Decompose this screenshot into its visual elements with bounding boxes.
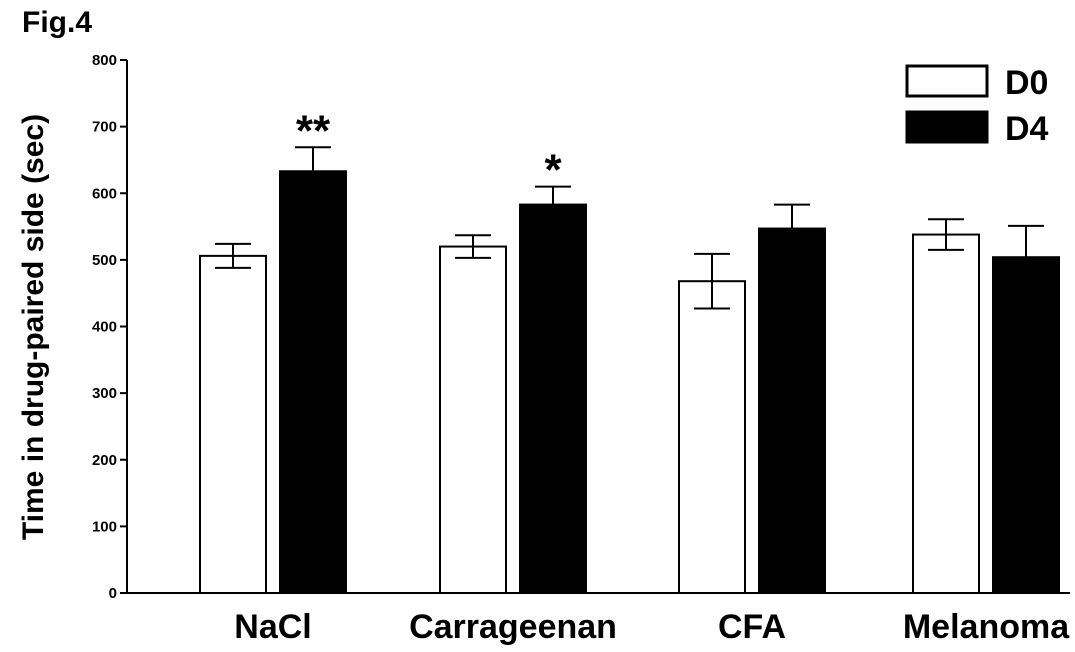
x-tick-label: Carrageenan	[409, 608, 617, 646]
bar-d0	[439, 245, 507, 595]
figure-label: Fig.4	[22, 6, 93, 39]
x-tick-label: Melanoma	[903, 608, 1070, 646]
bar-d0	[199, 254, 267, 594]
bar-d4	[279, 170, 347, 594]
legend-swatch-d0	[905, 64, 989, 98]
bar-d4	[992, 256, 1060, 594]
bar-d0	[912, 233, 980, 594]
y-tick-label: 800	[92, 52, 117, 69]
legend-label-d0: D0	[1005, 64, 1048, 102]
x-tick-label: CFA	[718, 608, 786, 646]
y-tick-label: 200	[92, 452, 117, 469]
x-tick-label: NaCl	[234, 608, 311, 646]
y-axis-label: Time in drug-paired side (sec)	[17, 114, 50, 540]
significance-marker: *	[544, 146, 562, 195]
bar-d4	[758, 227, 826, 594]
significance-marker: **	[296, 106, 331, 155]
bars: ***	[199, 106, 1060, 595]
y-tick-label: 400	[92, 319, 117, 336]
legend-swatch-d4	[905, 110, 989, 144]
bar-d4	[519, 203, 587, 594]
axes: 0 100 200 300 400 500 600 700 800 NaCl Carrageenan…	[92, 52, 1070, 646]
bar-d0	[678, 280, 746, 594]
y-tick-label: 600	[92, 185, 117, 202]
y-tick-label: 100	[92, 518, 117, 535]
legend-label-d4: D4	[1005, 110, 1049, 148]
y-tick-label: 0	[109, 585, 117, 602]
y-tick-label: 500	[92, 252, 117, 269]
y-tick-label: 700	[92, 119, 117, 136]
y-tick-label: 300	[92, 385, 117, 402]
